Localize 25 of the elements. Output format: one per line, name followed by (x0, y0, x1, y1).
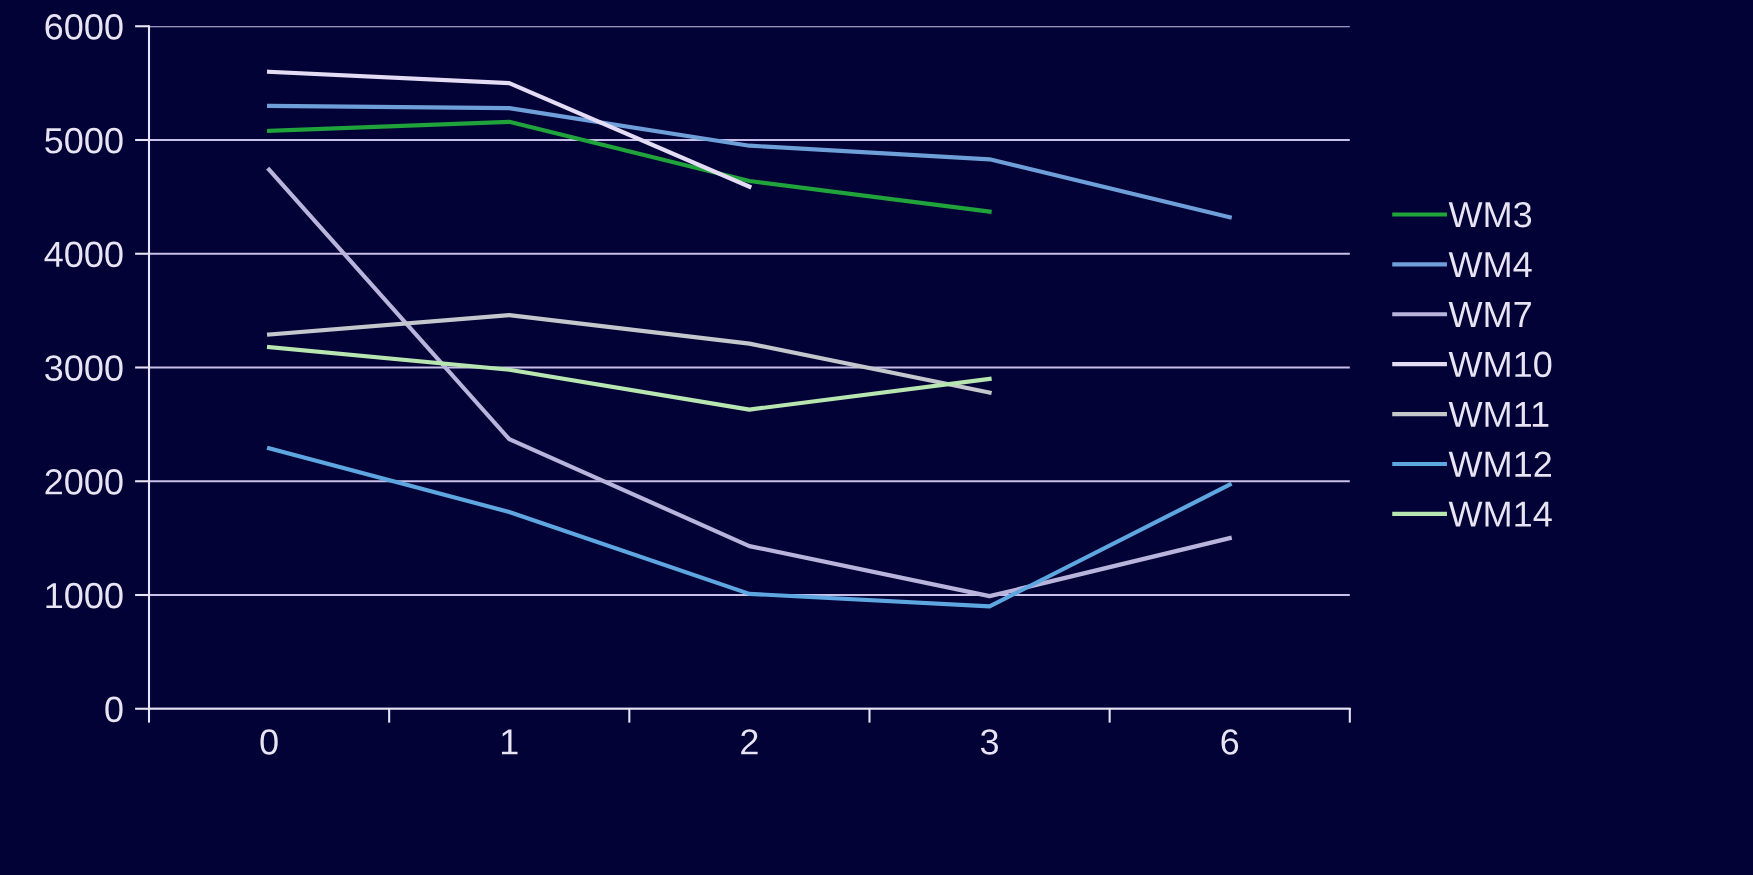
line-series (267, 344, 992, 412)
legend-label: WM3 (1448, 201, 1532, 228)
line-series (267, 313, 992, 395)
line-series (267, 103, 1232, 220)
y-tick-label: 0 (105, 696, 123, 723)
x-tick-label: 3 (980, 729, 999, 755)
y-tick-label: 3000 (45, 355, 123, 381)
y-tick-label: 2000 (45, 469, 123, 495)
legend-label: WM4 (1448, 252, 1532, 278)
legend-label: WM14 (1448, 501, 1552, 527)
legend-label: WM11 (1448, 401, 1549, 427)
y-tick-label: 1000 (46, 582, 123, 609)
x-tick-label: 6 (1221, 729, 1239, 755)
x-tick-label: 2 (741, 729, 758, 755)
line-series (267, 167, 1232, 599)
y-tick-label: 4000 (44, 241, 123, 268)
x-tick-label: 1 (501, 729, 518, 755)
legend-label: WM10 (1448, 351, 1552, 378)
x-tick-label: 0 (260, 729, 278, 755)
legend-label: WM12 (1448, 451, 1551, 477)
y-tick-label: 6000 (45, 14, 123, 40)
legend-label: WM7 (1448, 302, 1531, 327)
line-series (267, 446, 1232, 609)
y-tick-label: 5000 (45, 127, 123, 154)
line-series (267, 119, 992, 214)
